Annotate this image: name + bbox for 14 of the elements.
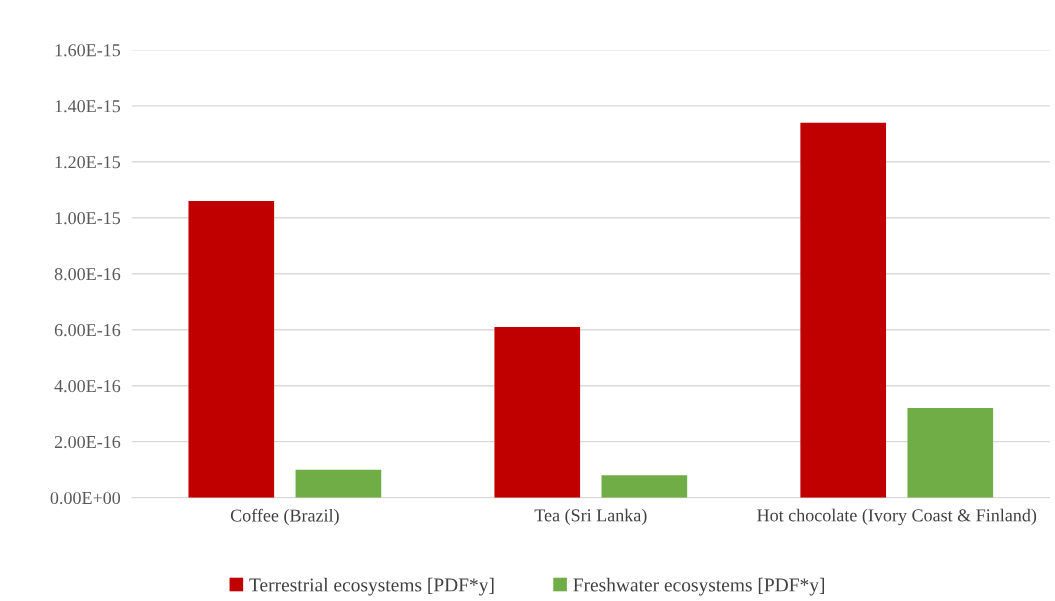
y-tick-label: 1.60E-15: [55, 44, 121, 57]
y-tick-label: 1.40E-15: [55, 100, 121, 113]
legend-label: Terrestrial ecosystems [PDF*y]: [249, 577, 494, 596]
y-tick-label: 6.00E-16: [54, 323, 121, 337]
x-tick-label: Tea (Sri Lanka): [534, 508, 647, 526]
legend-label: Freshwater ecosystems [PDF*y]: [573, 577, 825, 596]
y-tick-label: 2.00E-16: [54, 435, 121, 449]
x-tick-label: Hot chocolate (Ivory Coast & Finland): [757, 508, 1037, 526]
y-tick-label: 0.00E+00: [50, 491, 121, 505]
y-tick-label: 4.00E-16: [54, 379, 121, 393]
x-tick-label: Coffee (Brazil): [230, 508, 339, 526]
y-tick-label: 8.00E-16: [54, 268, 121, 281]
y-tick-label: 1.20E-15: [55, 156, 121, 169]
y-tick-label: 1.00E-15: [55, 212, 121, 225]
